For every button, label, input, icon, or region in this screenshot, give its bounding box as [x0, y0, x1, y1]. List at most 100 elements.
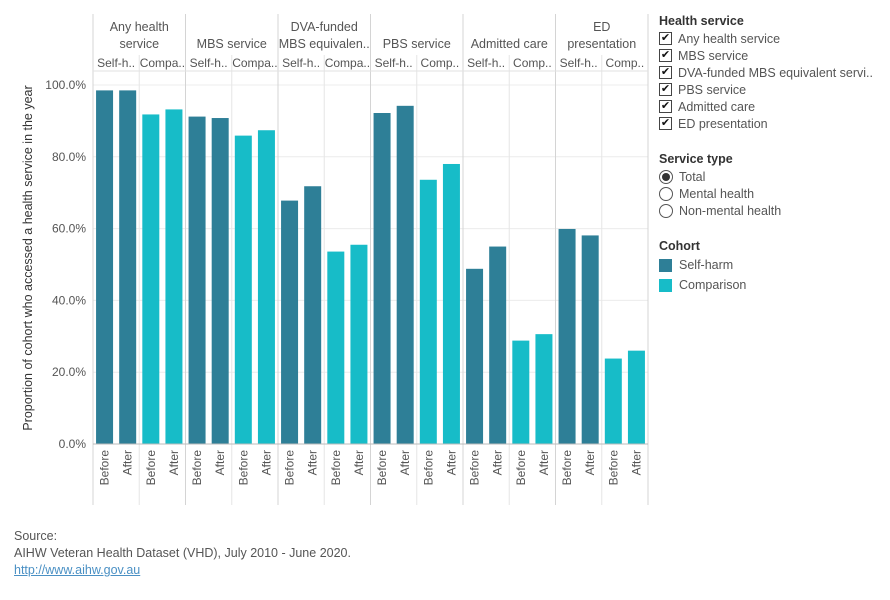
bar: [96, 90, 114, 444]
x-tick-label: After: [491, 450, 505, 475]
health-service-option[interactable]: ✔ DVA-funded MBS equivalent servi..: [659, 64, 884, 81]
service-type-legend-title: Service type: [659, 152, 733, 166]
x-tick-label: Before: [236, 450, 250, 486]
x-tick-label: After: [398, 450, 412, 475]
bar-chart: 0.0% 20.0% 40.0% 60.0% 80.0% 100.0% Proportion…: [21, 14, 649, 505]
health-service-option-label: MBS service: [678, 48, 749, 63]
bar: [142, 114, 160, 445]
y-tick-label: 80.0%: [52, 150, 86, 164]
x-tick-label: Before: [375, 450, 389, 486]
x-tick-label: Before: [421, 450, 435, 486]
health-service-option[interactable]: ✔ ED presentation: [659, 115, 884, 132]
source-note: Source: AIHW Veteran Health Dataset (VHD…: [14, 528, 351, 579]
health-service-filter: ✔ Any health service ✔ MBS service ✔ DVA-fund…: [659, 30, 884, 132]
radio-button[interactable]: [659, 169, 673, 184]
checkbox[interactable]: ✔: [659, 83, 672, 96]
bar: [165, 109, 183, 445]
bar: [211, 118, 229, 444]
radio-button[interactable]: [659, 186, 673, 201]
health-service-option[interactable]: ✔ MBS service: [659, 47, 884, 64]
checkbox[interactable]: ✔: [659, 32, 672, 45]
cohort-subheader: Self-h..: [375, 56, 413, 70]
x-tick-label: Before: [329, 450, 343, 486]
bar: [581, 235, 599, 444]
health-service-option-label: PBS service: [678, 82, 747, 97]
cohort-subheader: Comp..: [513, 56, 552, 70]
cohort-legend-item[interactable]: Self-harm: [659, 255, 884, 275]
service-type-option[interactable]: Non-mental health: [659, 202, 884, 219]
health-service-option-label: DVA-funded MBS equivalent servi..: [678, 65, 874, 80]
cohort-legend-label: Self-harm: [679, 258, 734, 272]
group-header: DVA-funded: [291, 20, 358, 34]
cohort-swatch: [659, 258, 672, 272]
checkbox[interactable]: ✔: [659, 117, 672, 130]
y-tick-label: 20.0%: [52, 365, 86, 379]
cohort-legend-title: Cohort: [659, 239, 700, 253]
group-header: MBS service: [197, 37, 267, 51]
source-text: AIHW Veteran Health Dataset (VHD), July …: [14, 546, 351, 560]
x-tick-label: Before: [468, 450, 482, 486]
bar: [535, 334, 553, 444]
checkbox[interactable]: ✔: [659, 100, 672, 113]
bar: [257, 130, 275, 444]
cohort-subheader: Self-h..: [97, 56, 135, 70]
cohort-swatch: [659, 278, 672, 292]
group-header: PBS service: [383, 37, 451, 51]
bar: [188, 116, 206, 444]
service-type-option-label: Non-mental health: [679, 203, 782, 218]
bar: [604, 358, 622, 444]
cohort-legend-label: Comparison: [679, 278, 747, 292]
x-tick-label: After: [121, 450, 135, 475]
health-service-legend-title: Health service: [659, 14, 744, 28]
x-tick-label: After: [306, 450, 320, 475]
service-type-option-label: Mental health: [679, 186, 755, 201]
bar: [512, 340, 530, 444]
y-tick-label: 0.0%: [59, 437, 87, 451]
service-type-option[interactable]: Mental health: [659, 185, 884, 202]
service-type-option[interactable]: Total: [659, 168, 884, 185]
group-header: MBS equivalen..: [279, 37, 370, 51]
bar: [396, 105, 414, 445]
group-header: service: [119, 37, 159, 51]
bar: [350, 244, 368, 444]
bar: [119, 90, 137, 444]
x-tick-label: After: [583, 450, 597, 475]
x-tick-label: Before: [144, 450, 158, 486]
bar: [489, 246, 507, 444]
cohort-subheader: Compa..: [140, 56, 185, 70]
cohort-legend-item[interactable]: Comparison: [659, 275, 884, 295]
y-tick-label: 100.0%: [45, 78, 86, 92]
source-label: Source:: [14, 529, 58, 543]
cohort-subheader: Compa..: [232, 56, 277, 70]
checkbox[interactable]: ✔: [659, 49, 672, 62]
health-service-option[interactable]: ✔ PBS service: [659, 81, 884, 98]
cohort-subheader: Self-h..: [467, 56, 505, 70]
bar: [327, 251, 345, 444]
cohort-subheader: Comp..: [606, 56, 645, 70]
checkbox[interactable]: ✔: [659, 66, 672, 79]
x-tick-label: After: [167, 450, 181, 475]
service-type-option-label: Total: [679, 169, 706, 184]
health-service-option[interactable]: ✔ Any health service: [659, 30, 884, 47]
bar: [419, 179, 437, 444]
x-tick-label: Before: [283, 450, 297, 486]
x-tick-label: Before: [98, 450, 112, 486]
cohort-subheader: Self-h..: [560, 56, 598, 70]
bar: [627, 350, 645, 444]
source-link[interactable]: http://www.aihw.gov.au: [14, 563, 141, 577]
y-axis-title: Proportion of cohort who accessed a heal…: [21, 85, 35, 430]
group-header: Any health: [110, 20, 169, 34]
cohort-subheader: Compa..: [325, 56, 370, 70]
x-tick-label: Before: [514, 450, 528, 486]
bar: [234, 135, 252, 444]
x-tick-label: After: [537, 450, 551, 475]
bar: [373, 113, 391, 444]
bar: [281, 200, 299, 444]
radio-button[interactable]: [659, 203, 673, 218]
bar: [442, 163, 460, 445]
service-type-filter: Total Mental health Non-mental health: [659, 168, 884, 219]
health-service-option[interactable]: ✔ Admitted care: [659, 98, 884, 115]
group-header: ED: [593, 20, 610, 34]
cohort-subheader: Self-h..: [282, 56, 320, 70]
health-service-option-label: Any health service: [678, 31, 781, 46]
